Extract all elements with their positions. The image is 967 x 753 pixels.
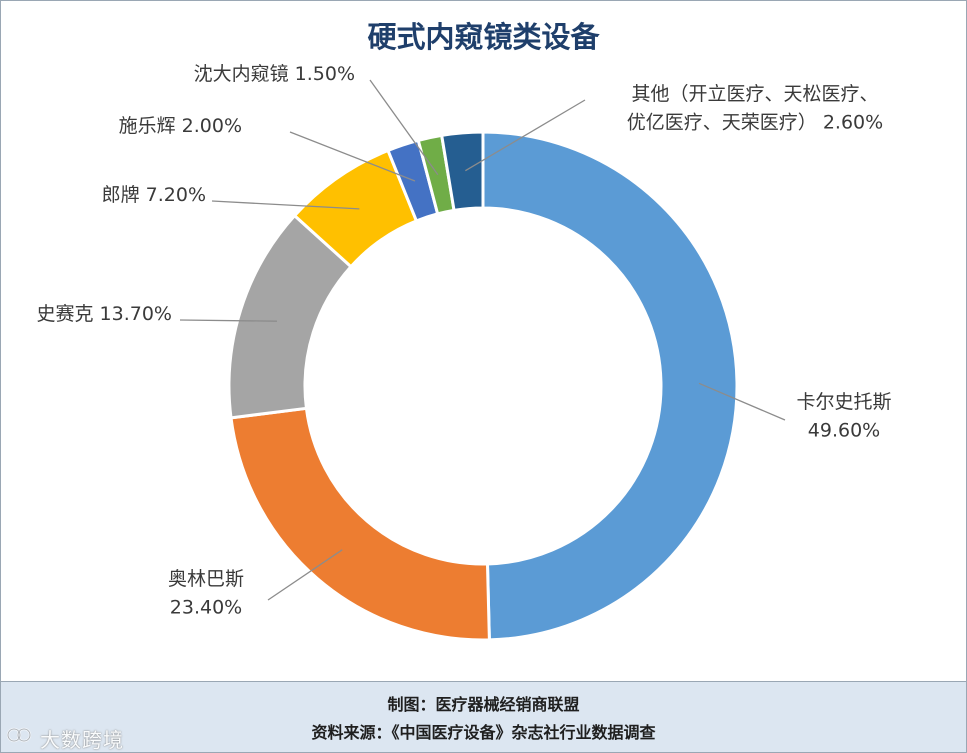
slice-label-line: 沈大内窥镜 1.50% — [194, 63, 355, 85]
slice-label-3: 史赛克 13.70% — [37, 303, 173, 325]
footer-credit: 制图：医疗器械经销商联盟 — [387, 695, 580, 714]
watermark-logo-icon — [6, 727, 32, 743]
leader-line-3 — [179, 319, 277, 322]
slice-label-1: 卡尔史托斯 49.60% — [796, 391, 891, 442]
slice-label-line: 郎牌 7.20% — [102, 184, 206, 206]
leader-line-5 — [289, 131, 416, 182]
leader-line-7 — [465, 99, 586, 172]
slice-label-line: 49.60% — [808, 420, 880, 442]
slice-label-2: 奥林巴斯 23.40% — [168, 568, 244, 619]
watermark-text: 大数跨境 — [40, 728, 124, 752]
footer-source: 资料来源：《中国医疗设备》杂志社行业数据调查 — [311, 723, 656, 742]
chart-title: 硬式内窥镜类设备 — [367, 20, 600, 54]
slice-2 — [229, 406, 491, 642]
slice-label-line: 奥林巴斯 — [168, 568, 244, 590]
slice-label-line: 史赛克 13.70% — [37, 303, 173, 325]
slice-labels: 卡尔史托斯 49.60% 奥林巴斯 23.40% 史赛克 13.70% 郎牌 7.20% 施… — [37, 63, 892, 619]
slice-label-7: 其他（开立医疗、天松医疗、优亿医疗、天荣医疗） 2.60% — [627, 83, 883, 134]
leader-line-4 — [211, 200, 360, 210]
leader-line-2 — [267, 549, 343, 601]
slice-label-line: 其他（开立医疗、天松医疗、 — [631, 83, 878, 105]
slice-7 — [439, 130, 485, 213]
leader-line-6 — [369, 79, 439, 176]
slice-label-line: 23.40% — [170, 597, 242, 619]
slice-label-line: 卡尔史托斯 — [796, 391, 891, 413]
footer: 制图：医疗器械经销商联盟 资料来源：《中国医疗设备》杂志社行业数据调查 — [1, 681, 966, 752]
slice-label-5: 施乐辉 2.00% — [119, 115, 242, 137]
slice-1 — [481, 130, 739, 642]
leader-line-1 — [698, 382, 786, 421]
donut-chart: 卡尔史托斯 49.60% 奥林巴斯 23.40% 史赛克 13.70% 郎牌 7.20% 施… — [37, 63, 892, 642]
donut-slices — [227, 130, 739, 642]
slice-label-line: 优亿医疗、天荣医疗） 2.60% — [627, 112, 883, 134]
slice-label-6: 沈大内窥镜 1.50% — [194, 63, 355, 85]
slice-label-4: 郎牌 7.20% — [102, 184, 206, 206]
slice-label-line: 施乐辉 2.00% — [119, 115, 242, 137]
